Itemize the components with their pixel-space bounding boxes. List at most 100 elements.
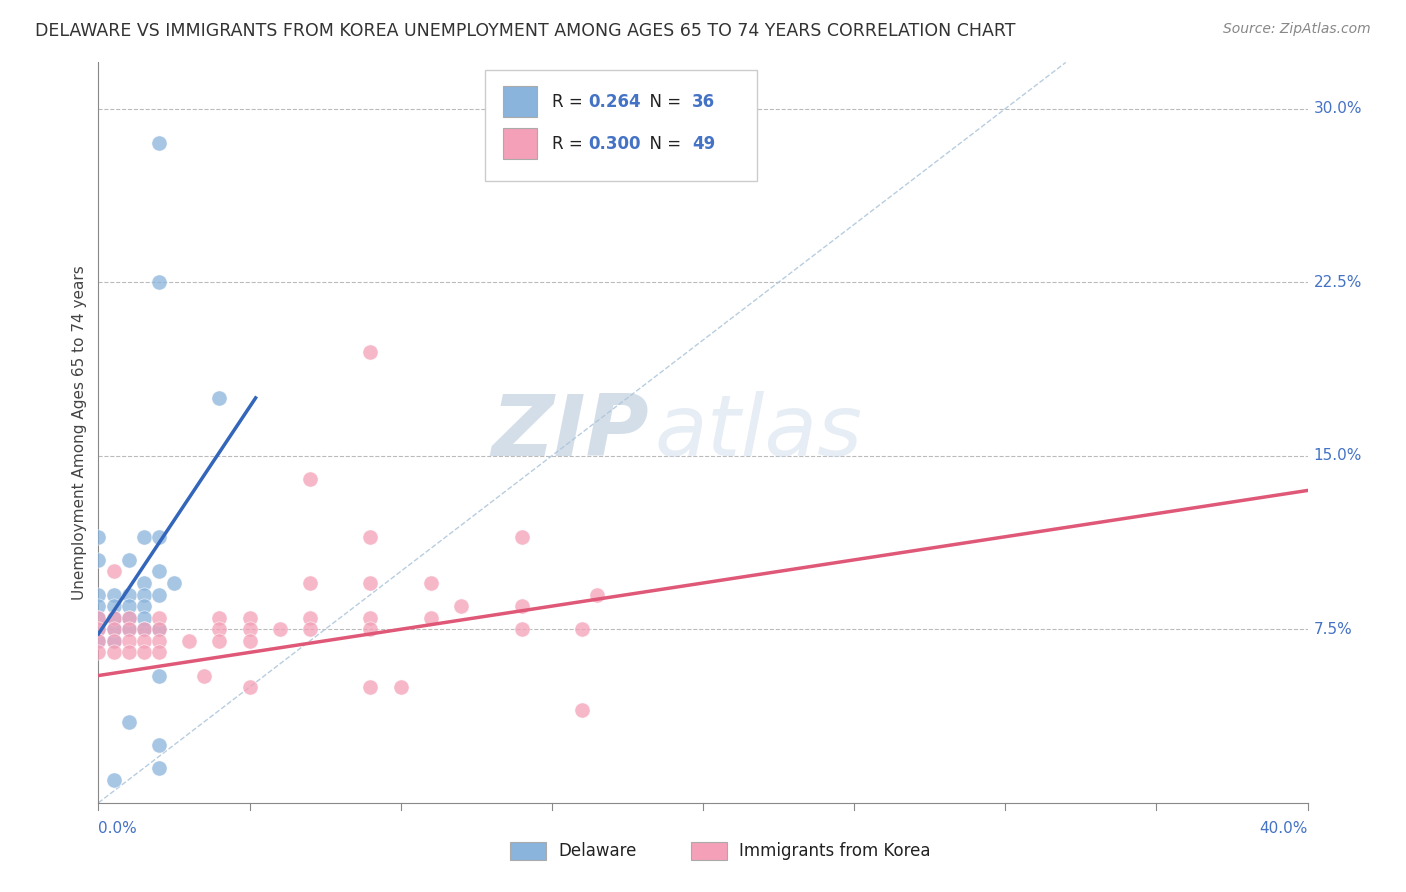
Point [148,622,170,636]
Point [239,622,262,636]
Point [148,136,170,151]
FancyBboxPatch shape [509,842,546,860]
FancyBboxPatch shape [503,128,537,160]
Text: 30.0%: 30.0% [1313,101,1362,116]
Point [148,645,170,659]
Point [360,344,382,359]
Text: 7.5%: 7.5% [1313,622,1353,637]
Point [132,530,155,544]
Point [299,610,322,624]
Point [118,610,141,624]
Point [148,668,170,682]
Point [87,633,110,648]
Point [571,703,593,717]
Point [103,645,125,659]
Point [148,530,170,544]
Point [87,599,110,614]
Point [360,530,382,544]
Point [239,633,262,648]
FancyBboxPatch shape [485,70,758,181]
Point [87,553,110,567]
Point [103,772,125,787]
Point [118,714,141,729]
Point [208,633,231,648]
Point [103,588,125,602]
Text: N =: N = [638,93,686,111]
Point [148,565,170,579]
Point [87,633,110,648]
Point [87,588,110,602]
Point [132,622,155,636]
Point [179,633,201,648]
Text: Source: ZipAtlas.com: Source: ZipAtlas.com [1223,22,1371,37]
Text: ZIP: ZIP [491,391,648,475]
Point [208,391,231,405]
Text: 49: 49 [692,135,716,153]
Point [148,622,170,636]
Point [148,738,170,752]
Point [118,553,141,567]
Point [269,622,291,636]
Text: R =: R = [553,93,588,111]
Point [360,680,382,694]
FancyBboxPatch shape [503,87,537,117]
Point [103,633,125,648]
Point [132,588,155,602]
Point [118,588,141,602]
Point [239,680,262,694]
Point [103,622,125,636]
Point [103,599,125,614]
Text: 0.0%: 0.0% [98,822,138,837]
Point [87,610,110,624]
Point [148,761,170,775]
Point [510,530,533,544]
Point [118,633,141,648]
Point [148,275,170,289]
Point [148,633,170,648]
Point [118,599,141,614]
Point [163,576,186,591]
Point [132,599,155,614]
Point [132,633,155,648]
Point [87,610,110,624]
Text: 0.300: 0.300 [588,135,641,153]
Point [103,622,125,636]
Point [510,599,533,614]
Text: 15.0%: 15.0% [1313,449,1362,463]
Text: DELAWARE VS IMMIGRANTS FROM KOREA UNEMPLOYMENT AMONG AGES 65 TO 74 YEARS CORRELA: DELAWARE VS IMMIGRANTS FROM KOREA UNEMPL… [35,22,1015,40]
Point [360,576,382,591]
Text: 40.0%: 40.0% [1260,822,1308,837]
Text: Delaware: Delaware [558,842,637,860]
Point [132,610,155,624]
Point [118,645,141,659]
Point [132,622,155,636]
Point [389,680,412,694]
Point [118,622,141,636]
Point [299,576,322,591]
Point [87,622,110,636]
Point [299,472,322,486]
Text: atlas: atlas [655,391,863,475]
Point [420,576,443,591]
Point [87,645,110,659]
Point [239,610,262,624]
Point [132,645,155,659]
Point [87,530,110,544]
Point [571,622,593,636]
Point [132,576,155,591]
Point [299,622,322,636]
Text: N =: N = [638,135,686,153]
Point [148,610,170,624]
Point [420,610,443,624]
Point [103,610,125,624]
Point [87,622,110,636]
Point [586,588,609,602]
Text: R =: R = [553,135,588,153]
Point [193,668,215,682]
Point [103,610,125,624]
Text: 36: 36 [692,93,716,111]
FancyBboxPatch shape [690,842,727,860]
Point [103,565,125,579]
Point [360,610,382,624]
Point [360,622,382,636]
